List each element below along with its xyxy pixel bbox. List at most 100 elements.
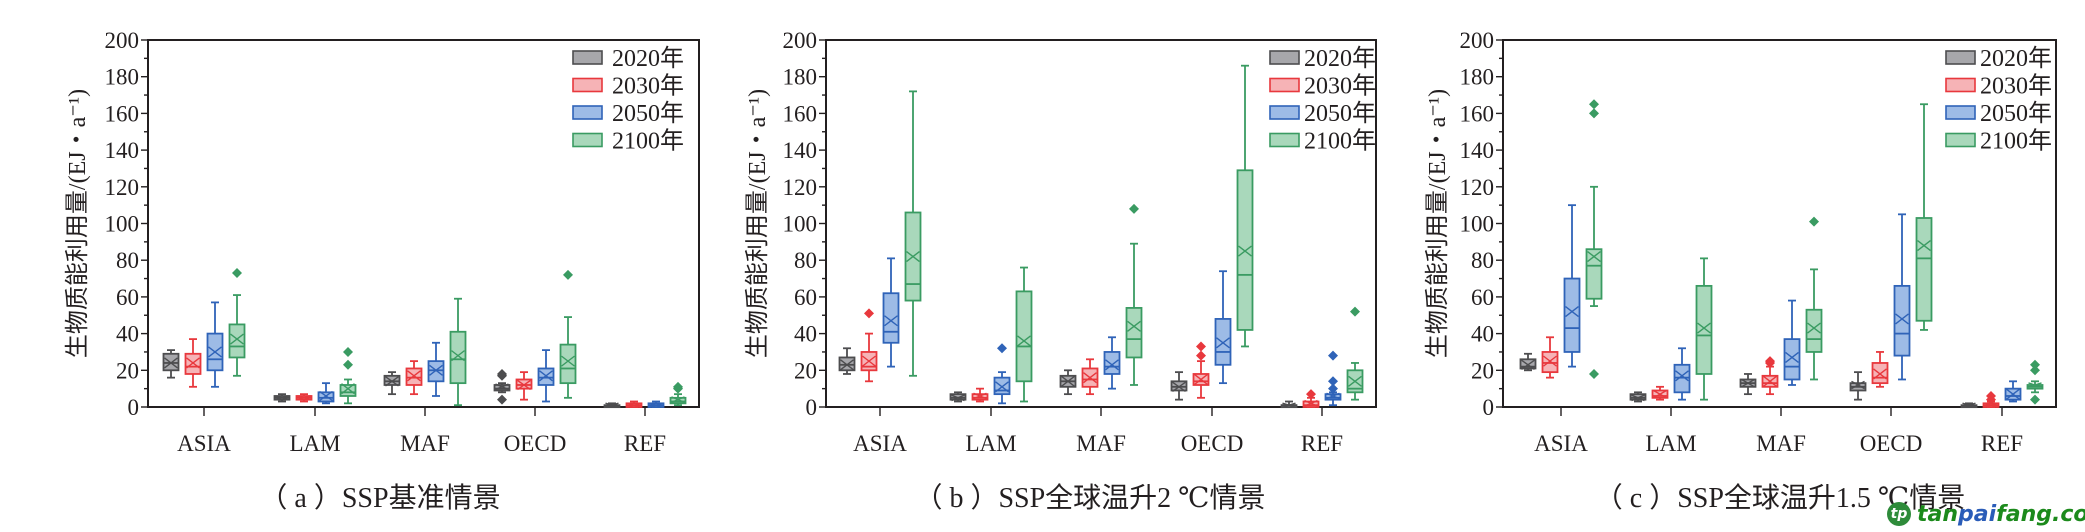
y-axis-title: 生物质能利用量/(EJ・a⁻¹): [64, 89, 91, 358]
mean-marker: [1304, 399, 1318, 407]
mean-marker: [1697, 322, 1711, 334]
x-tick-label: OECD: [504, 431, 567, 456]
y-tick-label: 60: [794, 285, 817, 310]
box-2100-maf: [449, 297, 467, 407]
mean-marker: [1326, 392, 1340, 400]
box-2050-oecd: [1214, 270, 1232, 385]
mean-marker: [1543, 355, 1557, 367]
legend-label: 2020年: [612, 45, 684, 72]
outlier-point: [1306, 389, 1316, 400]
box-iqr: [1805, 308, 1823, 353]
box-2100-lam: [339, 346, 357, 405]
y-tick-label: 80: [116, 248, 139, 273]
outlier-point: [673, 381, 683, 392]
outlier-point: [1986, 390, 1996, 401]
y-tick-label: 160: [783, 101, 818, 126]
mean-marker: [1216, 337, 1230, 349]
mean-marker: [451, 350, 465, 362]
x-tick-label: REF: [1981, 431, 2023, 456]
outlier-point: [497, 368, 507, 379]
mean-marker: [1565, 306, 1579, 318]
box-2020-maf: [1059, 369, 1077, 396]
mean-marker: [1741, 378, 1755, 388]
x-tick-label: REF: [624, 431, 666, 456]
mean-marker: [2028, 382, 2042, 388]
mean-marker: [1521, 359, 1535, 370]
outlier-point: [343, 346, 353, 357]
box-iqr: [1585, 248, 1603, 300]
mean-marker: [407, 370, 421, 382]
box-2030-maf: [1761, 356, 1779, 396]
panel-caption: （ b ）SSP全球温升2 ℃情景: [914, 482, 1265, 514]
y-tick-label: 160: [105, 101, 140, 126]
legend-label: 2050年: [612, 100, 684, 127]
box-iqr: [1302, 400, 1320, 408]
mean-marker: [561, 355, 575, 367]
box-iqr: [669, 396, 687, 405]
mean-marker: [2006, 388, 2020, 400]
y-tick-label: 40: [116, 322, 139, 347]
box-2050-ref: [2004, 380, 2022, 403]
mean-marker: [275, 395, 289, 401]
legend-swatch-2050: [1945, 105, 1976, 120]
mean-marker: [1282, 402, 1296, 408]
x-tick-label: ASIA: [1534, 431, 1588, 456]
y-tick-label: 60: [116, 285, 139, 310]
x-tick-label: LAM: [289, 431, 340, 456]
y-tick-label: 160: [1460, 101, 1495, 126]
x-tick-label: ASIA: [853, 431, 907, 456]
mean-marker: [649, 402, 663, 408]
outlier-point: [1589, 108, 1599, 119]
outlier-point: [1328, 383, 1338, 394]
y-tick-label: 200: [783, 28, 818, 53]
legend-swatch-2100: [1945, 132, 1976, 148]
box-iqr: [228, 323, 246, 359]
mean-marker: [1172, 381, 1186, 392]
outlier-point: [1765, 356, 1775, 367]
mean-marker: [671, 396, 685, 404]
x-tick-label: MAF: [400, 431, 450, 456]
box-iqr: [1915, 217, 1933, 322]
mean-marker: [230, 333, 244, 345]
box-2050-maf: [1783, 299, 1801, 386]
mean-marker: [1962, 402, 1976, 408]
box-iqr: [1673, 363, 1691, 394]
mean-marker: [1785, 351, 1799, 364]
legend-swatch-2100: [572, 132, 603, 148]
legend-swatch-2050: [572, 105, 603, 120]
box-iqr: [1541, 351, 1559, 374]
mean-marker: [1238, 245, 1252, 257]
mean-marker: [951, 394, 965, 402]
box-iqr: [1893, 284, 1911, 357]
y-axis-title: 生物质能利用量/(EJ・a⁻¹): [744, 89, 771, 358]
mean-marker: [1807, 322, 1821, 334]
box-2030-ref: [1982, 390, 2000, 408]
legend-label: 2100年: [1304, 128, 1376, 155]
mean-marker: [1917, 239, 1931, 252]
box-iqr: [1629, 393, 1647, 401]
mean-marker: [164, 357, 178, 369]
mean-marker: [1895, 313, 1909, 325]
outlier-point: [1589, 368, 1599, 379]
mean-marker: [1083, 372, 1097, 384]
mean-marker: [1851, 380, 1865, 390]
mean-marker: [1675, 370, 1689, 382]
box-2020-maf: [1739, 373, 1757, 396]
outlier-point: [1129, 203, 1139, 214]
outlier-point: [1328, 376, 1338, 387]
outlier-point: [1196, 350, 1206, 361]
box-2050-asia: [206, 301, 224, 388]
box-iqr: [1236, 169, 1254, 331]
box-iqr: [427, 360, 445, 383]
mean-marker: [906, 250, 920, 263]
mean-marker: [884, 315, 898, 327]
x-tick-label: LAM: [1645, 431, 1696, 456]
legend-swatch-2100: [1269, 132, 1300, 148]
y-tick-label: 60: [1471, 285, 1494, 310]
box-2100-oecd: [559, 269, 577, 399]
mean-marker: [1105, 359, 1119, 371]
y-tick-label: 120: [105, 175, 140, 200]
mean-marker: [186, 357, 200, 369]
